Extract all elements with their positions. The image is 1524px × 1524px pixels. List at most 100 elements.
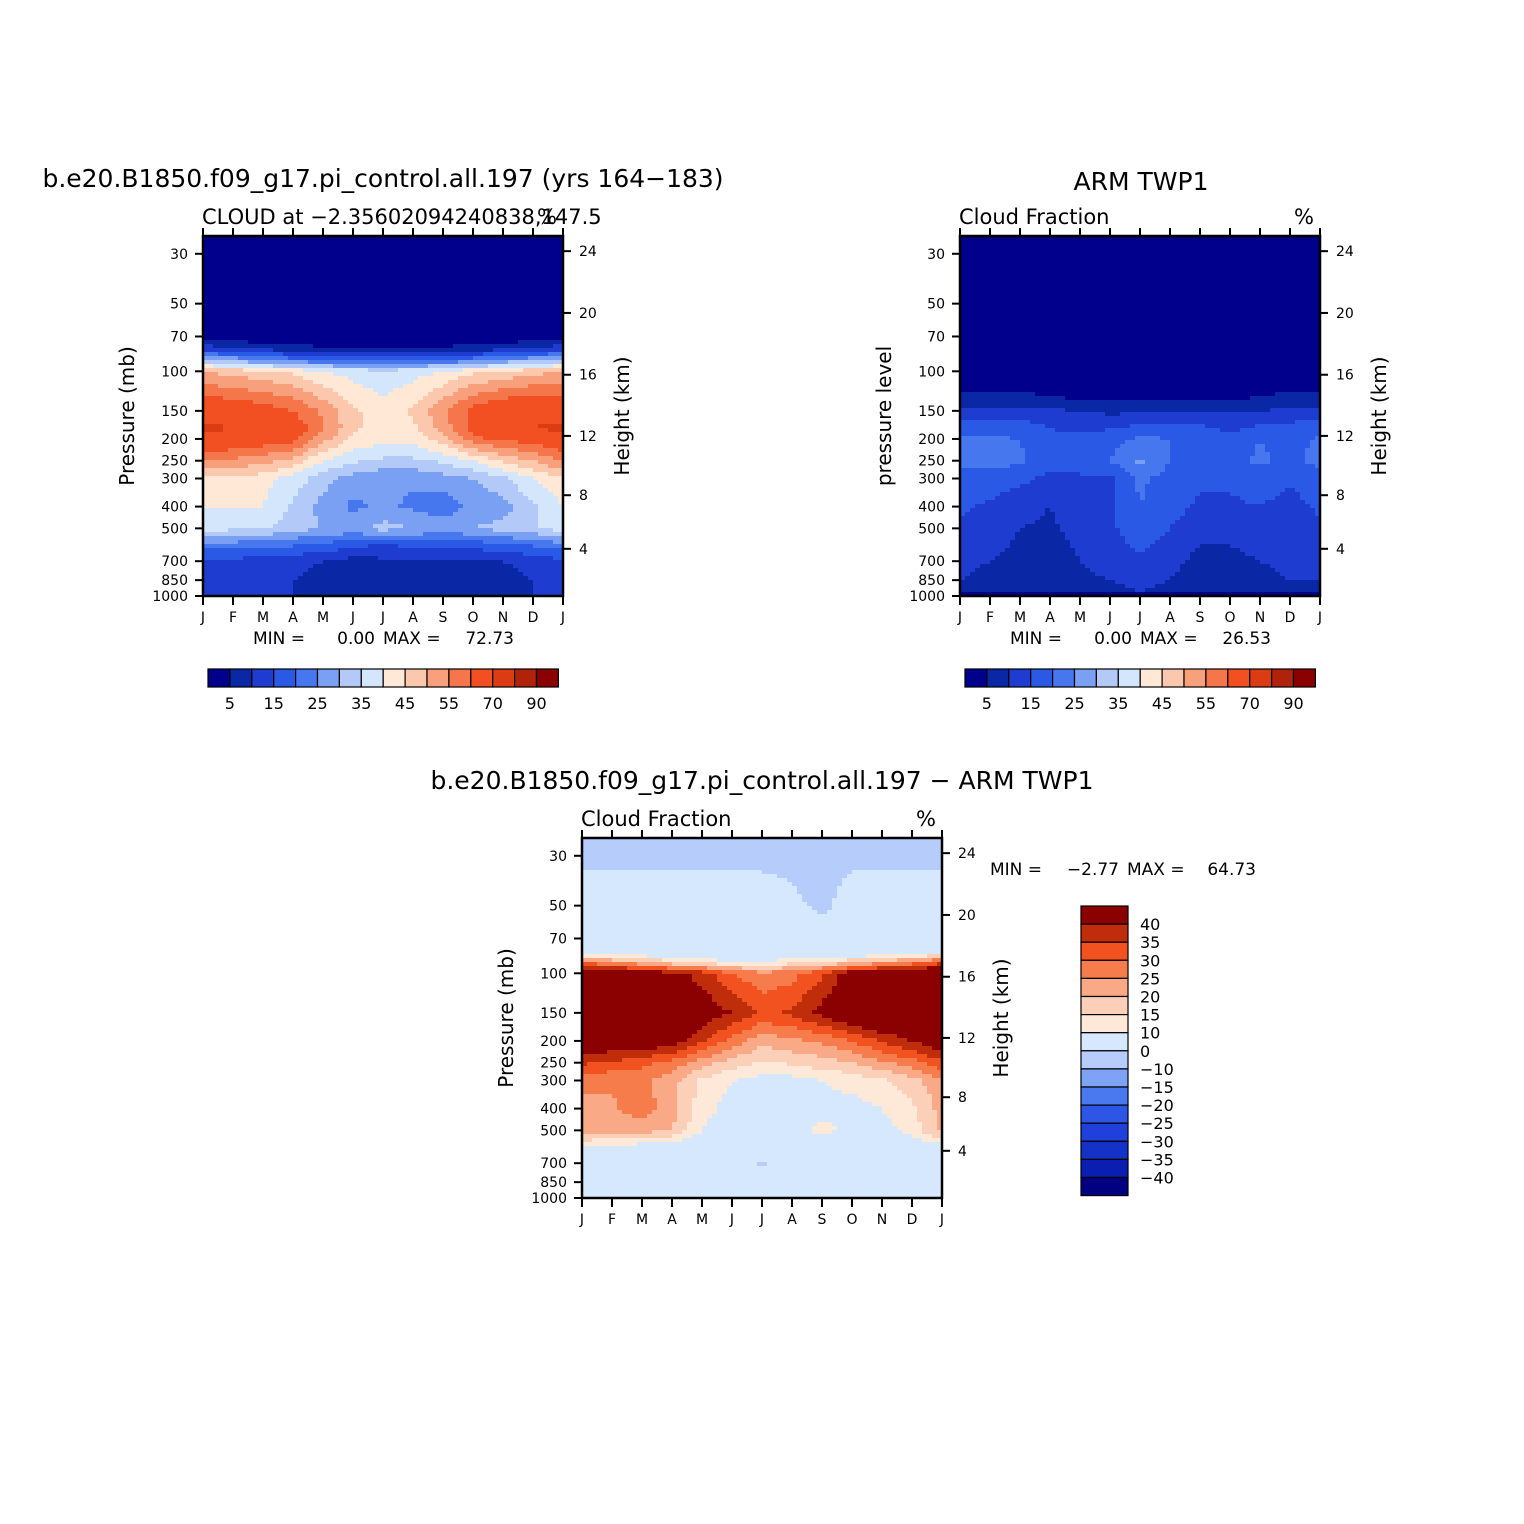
contour-cell bbox=[508, 292, 514, 297]
contour-cell bbox=[443, 248, 449, 253]
contour-cell bbox=[298, 448, 304, 453]
contour-cell bbox=[328, 328, 334, 333]
contour-cell bbox=[233, 424, 239, 429]
contour-cell bbox=[233, 508, 239, 513]
contour-cell bbox=[308, 368, 314, 373]
contour-cell bbox=[388, 352, 394, 357]
contour-cell bbox=[238, 432, 244, 437]
contour-cell bbox=[243, 440, 249, 445]
contour-cell bbox=[558, 236, 563, 241]
contour-cell bbox=[403, 312, 409, 317]
contour-cell bbox=[488, 404, 494, 409]
contour-cell bbox=[553, 328, 559, 333]
contour-cell bbox=[498, 372, 504, 377]
contour-cell bbox=[228, 404, 234, 409]
contour-cell bbox=[258, 272, 264, 277]
contour-cell bbox=[268, 384, 274, 389]
contour-cell bbox=[398, 244, 404, 249]
contour-cell bbox=[523, 292, 529, 297]
contour-cell bbox=[303, 404, 309, 409]
contour-cell bbox=[333, 408, 339, 413]
contour-cell bbox=[233, 348, 239, 353]
contour-cell bbox=[248, 488, 254, 493]
contour-cell bbox=[213, 344, 219, 349]
contour-cell bbox=[298, 508, 304, 513]
contour-cell bbox=[473, 292, 479, 297]
contour-cell bbox=[393, 380, 399, 385]
contour-cell bbox=[318, 380, 324, 385]
contour-cell bbox=[508, 444, 514, 449]
contour-cell bbox=[413, 252, 419, 257]
contour-cell bbox=[273, 336, 279, 341]
contour-cell bbox=[313, 312, 319, 317]
contour-cell bbox=[413, 264, 419, 269]
contour-cell bbox=[408, 424, 414, 429]
contour-cell bbox=[383, 240, 389, 245]
contour-cell bbox=[253, 472, 259, 477]
contour-cell bbox=[323, 356, 329, 361]
contour-cell bbox=[273, 508, 279, 513]
contour-cell bbox=[358, 260, 364, 265]
contour-cell bbox=[268, 500, 274, 505]
contour-cell bbox=[218, 356, 224, 361]
contour-cell bbox=[543, 356, 549, 361]
contour-cell bbox=[343, 412, 349, 417]
contour-cell bbox=[223, 384, 229, 389]
contour-cell bbox=[293, 356, 299, 361]
contour-cell bbox=[338, 264, 344, 269]
contour-cell bbox=[528, 408, 534, 413]
contour-cell bbox=[458, 504, 464, 509]
contour-cell bbox=[458, 276, 464, 281]
contour-cell bbox=[393, 504, 399, 509]
contour-cell bbox=[518, 324, 524, 329]
contour-cell bbox=[483, 300, 489, 305]
contour-cell bbox=[538, 372, 544, 377]
contour-cell bbox=[348, 360, 354, 365]
contour-cell bbox=[348, 256, 354, 261]
contour-cell bbox=[273, 408, 279, 413]
contour-cell bbox=[358, 500, 364, 505]
contour-cell bbox=[223, 340, 229, 345]
contour-cell bbox=[373, 240, 379, 245]
contour-cell bbox=[203, 328, 209, 333]
contour-cell bbox=[413, 280, 419, 285]
contour-cell bbox=[463, 440, 469, 445]
contour-cell bbox=[248, 484, 254, 489]
contour-cell bbox=[523, 312, 529, 317]
contour-cell bbox=[363, 408, 369, 413]
contour-cell bbox=[233, 464, 239, 469]
contour-cell bbox=[343, 428, 349, 433]
contour-cell bbox=[508, 268, 514, 273]
contour-cell bbox=[373, 308, 379, 313]
contour-cell bbox=[278, 240, 284, 245]
contour-cell bbox=[348, 352, 354, 357]
contour-cell bbox=[233, 240, 239, 245]
contour-cell bbox=[238, 292, 244, 297]
contour-cell bbox=[403, 420, 409, 425]
contour-cell bbox=[323, 364, 329, 369]
contour-cell bbox=[328, 456, 334, 461]
contour-cell bbox=[388, 332, 394, 337]
contour-cell bbox=[363, 384, 369, 389]
contour-cell bbox=[423, 340, 429, 345]
contour-cell bbox=[358, 368, 364, 373]
contour-cell bbox=[238, 456, 244, 461]
contour-cell bbox=[413, 444, 419, 449]
contour-cell bbox=[463, 412, 469, 417]
contour-cell bbox=[233, 296, 239, 301]
contour-cell bbox=[533, 456, 539, 461]
contour-cell bbox=[428, 276, 434, 281]
contour-cell bbox=[218, 500, 224, 505]
contour-cell bbox=[313, 308, 319, 313]
contour-cell bbox=[293, 312, 299, 317]
contour-cell bbox=[388, 272, 394, 277]
contour-cell bbox=[213, 244, 219, 249]
contour-cell bbox=[478, 344, 484, 349]
contour-cell bbox=[513, 276, 519, 281]
contour-cell bbox=[338, 296, 344, 301]
contour-cell bbox=[343, 296, 349, 301]
contour-cell bbox=[543, 448, 549, 453]
contour-cell bbox=[388, 324, 394, 329]
contour-cell bbox=[483, 488, 489, 493]
contour-cell bbox=[428, 280, 434, 285]
